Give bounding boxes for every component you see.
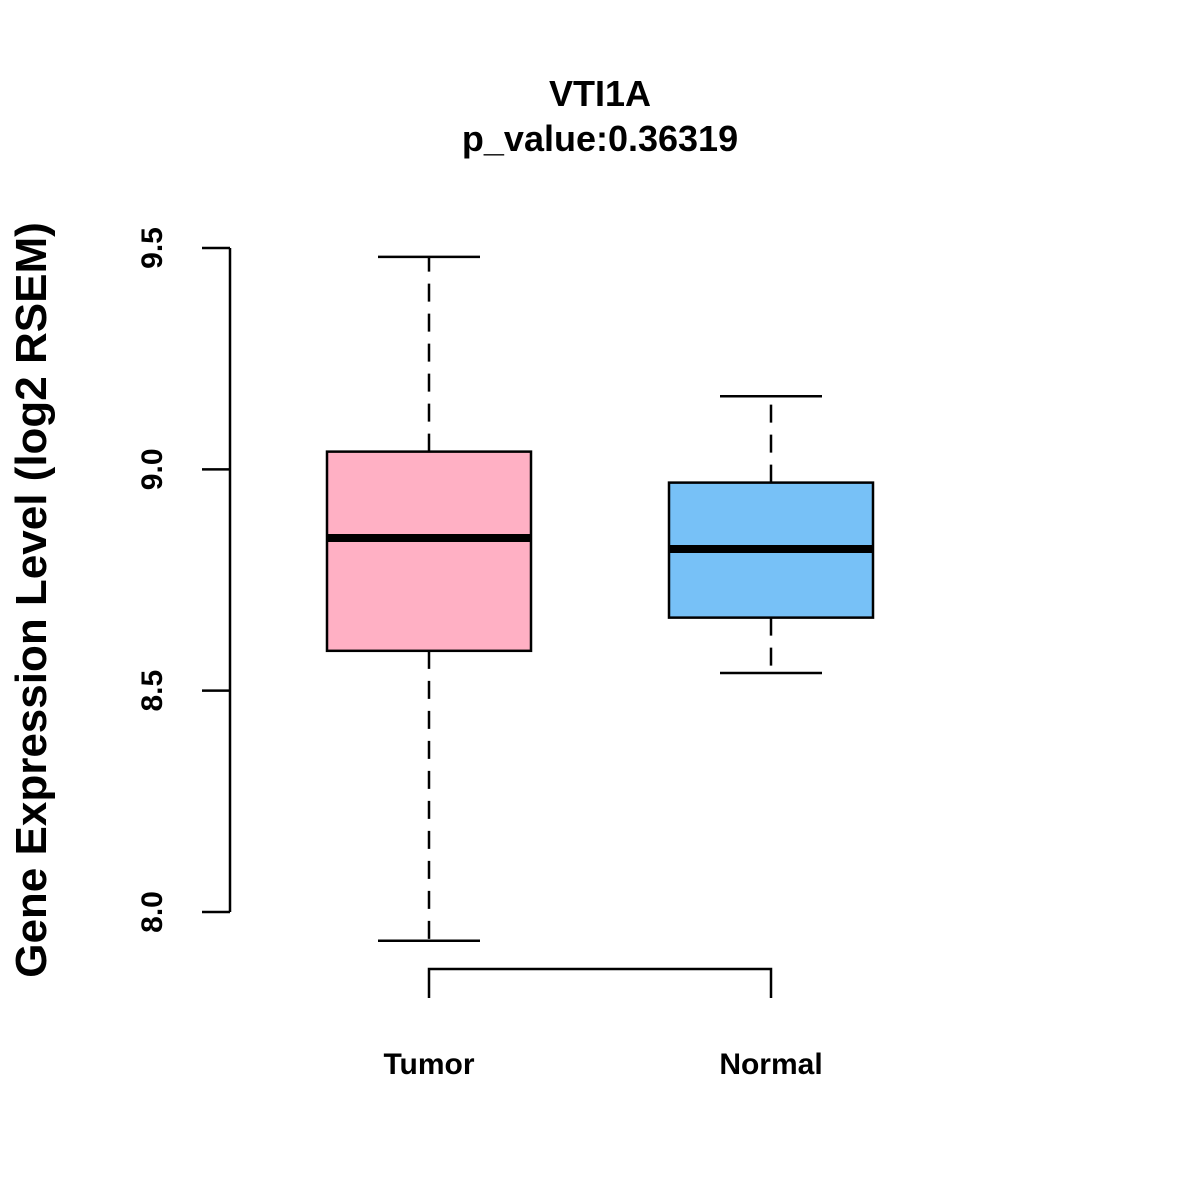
x-label-normal: Normal — [719, 1048, 822, 1081]
chart-subtitle: p_value:0.36319 — [462, 118, 738, 159]
y-tick-label: 9.0 — [136, 448, 169, 490]
box-normal — [667, 395, 875, 675]
y-tick-label: 8.5 — [136, 670, 169, 712]
chart-title: VTI1A — [549, 73, 651, 114]
iqr-box — [325, 450, 533, 653]
x-axis-labels: Tumor Normal — [383, 1048, 822, 1081]
y-axis: 8.0 8.5 9.0 9.5 — [136, 227, 232, 933]
x-label-tumor: Tumor — [383, 1048, 474, 1081]
boxes — [325, 255, 875, 943]
bracket-line — [427, 967, 773, 998]
box-tumor — [325, 255, 533, 943]
y-tick-label: 9.5 — [136, 227, 169, 269]
comparison-bracket — [427, 967, 773, 998]
y-axis-label: Gene Expression Level (log2 RSEM) — [7, 222, 56, 978]
y-tick-label: 8.0 — [136, 891, 169, 933]
